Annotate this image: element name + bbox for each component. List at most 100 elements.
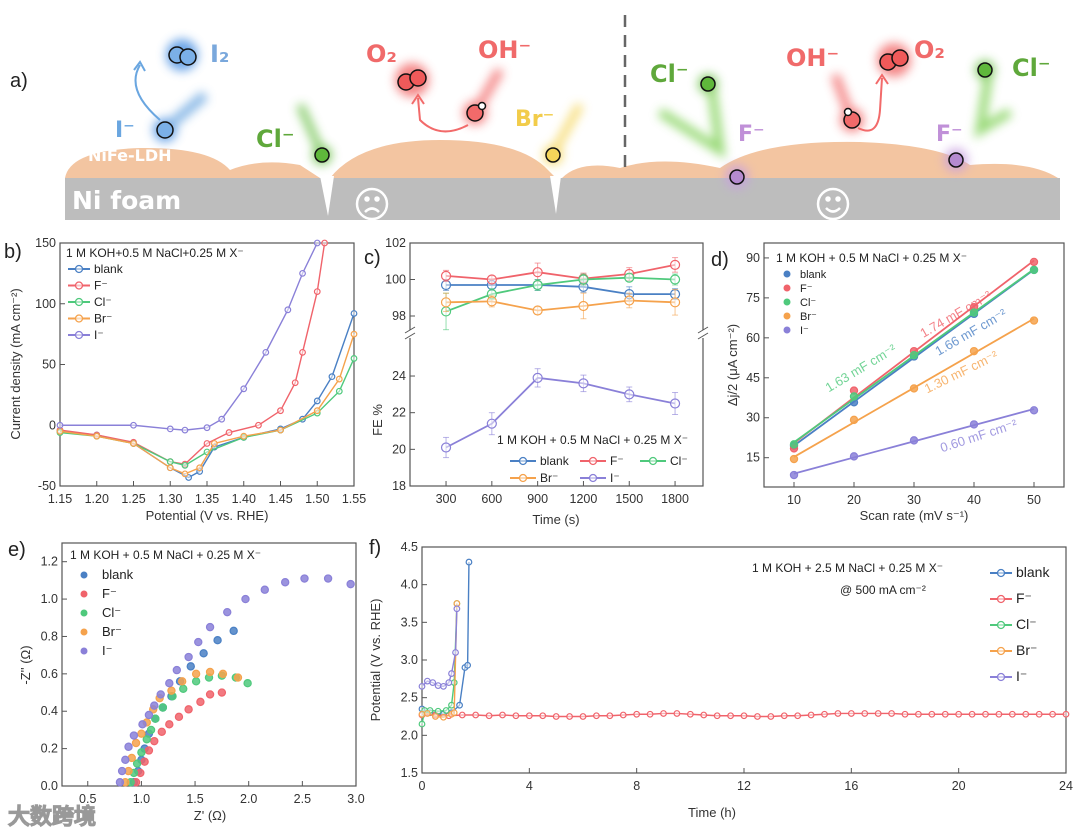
data-point bbox=[969, 308, 979, 317]
data-point bbox=[440, 682, 447, 690]
data-point bbox=[137, 729, 146, 738]
y-tick-label: 30 bbox=[746, 411, 760, 425]
data-point bbox=[660, 710, 667, 717]
species-i-minus: I⁻ bbox=[115, 118, 135, 143]
legend-marker bbox=[80, 590, 88, 598]
y-tick-label: -50 bbox=[38, 479, 56, 493]
data-point bbox=[203, 424, 211, 432]
watermark: 大数跨境 bbox=[7, 805, 97, 830]
data-point bbox=[740, 712, 748, 720]
y-tick-label: 90 bbox=[746, 251, 760, 265]
data-point bbox=[669, 297, 681, 308]
legend-item-blank: blank bbox=[68, 262, 124, 276]
legend-marker bbox=[588, 456, 598, 466]
data-point bbox=[861, 710, 869, 717]
y-tick-label: 1.5 bbox=[401, 766, 418, 780]
axis-break-mark bbox=[404, 332, 416, 340]
y-tick-label: 3.5 bbox=[401, 615, 418, 629]
crack bbox=[320, 176, 334, 216]
happy-face-icon bbox=[816, 187, 850, 221]
data-point bbox=[669, 398, 681, 409]
data-point bbox=[909, 384, 919, 393]
series-line bbox=[445, 264, 676, 281]
data-point bbox=[229, 626, 238, 636]
y-axis-title: Potential (V vs. RHE) bbox=[368, 599, 383, 722]
plot-frame bbox=[409, 242, 704, 487]
axis-break-gap bbox=[404, 330, 709, 338]
legend-label: I⁻ bbox=[800, 325, 809, 337]
data-point bbox=[299, 269, 306, 277]
x-axis-title: Time (h) bbox=[688, 805, 736, 820]
data-point bbox=[472, 711, 480, 719]
legend-item-Cl: Cl⁻ bbox=[68, 295, 112, 309]
data-point bbox=[486, 418, 497, 429]
legend-label: blank bbox=[102, 567, 134, 582]
data-point bbox=[194, 637, 203, 647]
y-tick-label: 20 bbox=[392, 442, 406, 456]
data-point bbox=[299, 348, 306, 356]
y-tick-label: 2.0 bbox=[401, 728, 418, 742]
data-point bbox=[181, 470, 189, 478]
data-point bbox=[117, 766, 127, 776]
data-point bbox=[262, 348, 270, 356]
legend-marker bbox=[996, 594, 1006, 604]
panel-label: d) bbox=[711, 249, 729, 271]
data-point bbox=[486, 296, 497, 307]
series-Cl bbox=[126, 671, 252, 787]
x-tick-label: 1.15 bbox=[48, 492, 72, 506]
legend-label: F⁻ bbox=[800, 283, 813, 295]
data-point bbox=[260, 585, 269, 594]
data-point bbox=[646, 710, 654, 718]
legend-item-I: I⁻ bbox=[580, 471, 620, 485]
legend-marker bbox=[80, 628, 88, 636]
legend-marker bbox=[783, 312, 791, 320]
series-line bbox=[421, 562, 470, 715]
species-cl-left: Cl⁻ bbox=[256, 125, 295, 153]
legend-label: F⁻ bbox=[610, 454, 624, 468]
data-point bbox=[115, 778, 125, 787]
legend-marker bbox=[783, 298, 791, 306]
legend-item-Cl: Cl⁻ bbox=[783, 297, 816, 309]
data-point bbox=[1049, 710, 1056, 718]
data-point bbox=[241, 594, 250, 604]
data-point bbox=[418, 720, 426, 728]
data-point bbox=[525, 712, 533, 720]
data-point bbox=[191, 669, 201, 679]
data-point bbox=[440, 713, 447, 721]
series-line bbox=[446, 299, 676, 312]
y-tick-label: 22 bbox=[392, 406, 406, 420]
legend-marker bbox=[996, 568, 1006, 578]
data-point bbox=[807, 711, 815, 719]
data-point bbox=[165, 678, 174, 688]
series-I bbox=[440, 368, 681, 459]
chart-e: 0.5 1.0 1.5 2.0 2.5 3.0 0.0 0.2 0.4 0.6 0.8 1.0 1.2 Z… bbox=[8, 539, 365, 823]
legend-label: I⁻ bbox=[102, 643, 112, 658]
catalyst-label: NiFe-LDH bbox=[88, 146, 172, 165]
data-point bbox=[450, 709, 458, 717]
data-point bbox=[633, 710, 641, 718]
y-tick-label: 1.2 bbox=[41, 555, 58, 569]
data-point bbox=[673, 710, 681, 717]
data-point bbox=[321, 239, 329, 247]
data-point bbox=[789, 454, 799, 464]
data-point bbox=[434, 707, 442, 715]
data-point bbox=[167, 686, 176, 695]
y-tick-label: 1.0 bbox=[41, 592, 58, 606]
x-tick-label: 0.5 bbox=[79, 792, 96, 806]
y-tick-label: 100 bbox=[385, 273, 406, 287]
data-point bbox=[465, 558, 473, 566]
data-point bbox=[1029, 257, 1039, 267]
x-tick-label: 1.35 bbox=[195, 492, 219, 506]
y-tick-label: 0.2 bbox=[41, 742, 58, 756]
data-point bbox=[205, 690, 215, 699]
legend-label: I⁻ bbox=[610, 471, 620, 485]
data-point bbox=[56, 421, 64, 429]
chart-c: 300 600 900 1200 1500 1800 18 20 22 24 98 100 102 Tim… bbox=[364, 236, 709, 527]
data-point bbox=[1029, 265, 1039, 275]
series-I bbox=[56, 239, 321, 434]
legend-label: F⁻ bbox=[94, 279, 108, 293]
y-tick-label: 150 bbox=[35, 236, 56, 250]
data-point bbox=[140, 757, 149, 766]
x-tick-label: 1.25 bbox=[121, 492, 145, 506]
x-tick-label: 12 bbox=[737, 779, 751, 793]
